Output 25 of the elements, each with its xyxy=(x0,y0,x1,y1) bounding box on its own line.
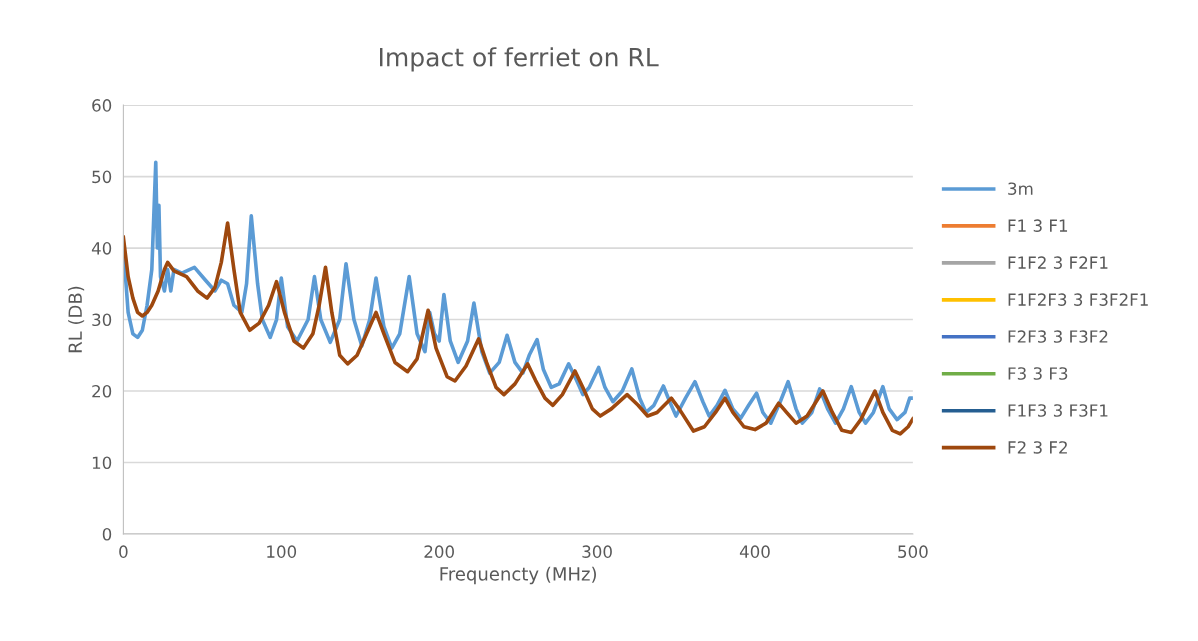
legend-label: F2F3 3 F3F2 xyxy=(1008,330,1108,343)
x-tick-label: 100 xyxy=(267,545,297,558)
y-tick-label: 50 xyxy=(92,170,112,184)
chart-title: Impact of ferriet on RL xyxy=(379,47,659,72)
legend-label: 3m xyxy=(1008,182,1033,195)
x-tick-label: 500 xyxy=(898,545,928,558)
y-tick-label: 60 xyxy=(92,99,112,112)
y-tick-label: 40 xyxy=(91,242,112,255)
x-tick-label: 400 xyxy=(739,545,770,558)
x-tick-label: 300 xyxy=(582,545,612,558)
legend-label: F1F3 3 F3F1 xyxy=(1008,404,1108,417)
legend-label: F1F2 3 F2F1 xyxy=(1008,256,1108,269)
y-tick-label: 10 xyxy=(92,456,112,470)
legend-label: F2 3 F2 xyxy=(1008,441,1067,454)
x-tick-label: 200 xyxy=(424,545,454,558)
y-axis-title: RL (DB) xyxy=(68,286,85,353)
line-series xyxy=(123,221,913,436)
y-tick-label: 20 xyxy=(92,384,112,398)
legend-label: F1F2F3 3 F3F2F1 xyxy=(1008,293,1148,306)
legend-label: F3 3 F3 xyxy=(1008,367,1068,380)
x-axis-title: Frequencty (MHz) xyxy=(440,566,596,585)
legend-label: F1 3 F1 xyxy=(1008,219,1068,232)
x-tick-label: 0 xyxy=(119,545,128,558)
y-tick-label: 30 xyxy=(92,313,112,327)
y-tick-label: 0 xyxy=(102,527,112,541)
